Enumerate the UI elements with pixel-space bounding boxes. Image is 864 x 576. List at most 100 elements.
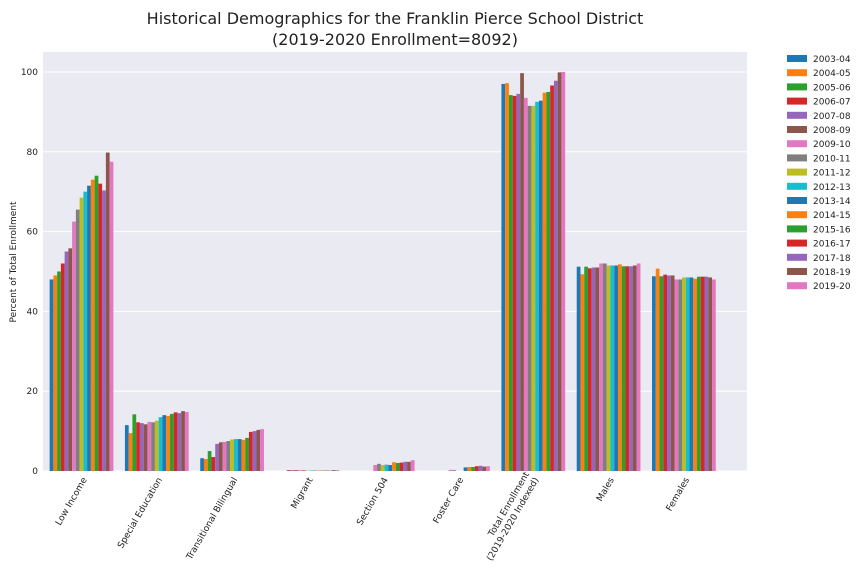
bar <box>505 83 509 471</box>
legend-label: 2016-17 <box>813 240 851 250</box>
legend-swatch <box>787 225 807 233</box>
bar <box>478 465 483 471</box>
bar <box>151 422 155 471</box>
legend: 2003-04 2004-05 2005-06 2006-07 2007-08 2008-… <box>787 55 851 292</box>
y-tick-label: 100 <box>21 68 38 78</box>
bar <box>712 279 716 471</box>
bar <box>241 439 246 471</box>
bar <box>60 263 65 471</box>
bar <box>215 443 219 471</box>
legend-swatch <box>787 140 807 148</box>
bar <box>388 465 393 471</box>
legend-swatch <box>787 253 807 261</box>
bar <box>610 265 615 471</box>
bar <box>392 462 396 471</box>
bar <box>68 248 73 471</box>
bar <box>218 442 223 471</box>
bar <box>508 95 513 472</box>
bar <box>90 179 95 471</box>
bar <box>663 274 668 471</box>
y-tick-label: 60 <box>27 228 39 238</box>
bar <box>139 423 144 471</box>
bar <box>83 191 88 471</box>
legend-swatch <box>787 239 807 247</box>
bar <box>685 277 690 471</box>
legend-label: 2017-18 <box>813 254 851 264</box>
legend-swatch <box>787 83 807 91</box>
bar <box>667 275 671 471</box>
bar <box>553 80 558 471</box>
legend-swatch <box>787 69 807 77</box>
bar <box>700 276 705 471</box>
bar <box>474 466 479 471</box>
bar <box>580 274 585 471</box>
bar <box>636 263 641 471</box>
bar <box>689 277 694 471</box>
legend-label: 2012-13 <box>813 183 851 193</box>
legend-label: 2005-06 <box>813 83 851 93</box>
legend-swatch <box>787 268 807 275</box>
bar <box>222 441 227 471</box>
bar <box>595 267 600 471</box>
bar <box>373 465 378 471</box>
bar <box>301 470 306 471</box>
bar <box>169 413 174 471</box>
bar <box>561 71 566 471</box>
legend-swatch <box>787 168 807 176</box>
bar <box>256 429 261 471</box>
bar <box>124 425 129 471</box>
legend-label: 2010-11 <box>813 154 851 164</box>
bar <box>538 100 543 471</box>
bar <box>550 85 554 472</box>
bar <box>584 266 588 471</box>
bar <box>467 467 472 471</box>
bar <box>207 451 212 471</box>
bar <box>448 469 453 471</box>
bar <box>331 470 336 471</box>
bar <box>53 275 58 471</box>
bar <box>670 275 675 471</box>
bar <box>512 95 517 472</box>
bar <box>230 439 234 471</box>
bar <box>128 433 133 471</box>
legend-swatch <box>787 211 807 219</box>
bar <box>75 209 80 471</box>
bar <box>678 279 683 471</box>
bar <box>286 470 291 471</box>
legend-label: 2009-10 <box>813 140 851 150</box>
bar <box>98 183 103 471</box>
bar <box>403 461 408 471</box>
bar <box>452 470 457 471</box>
bar <box>177 413 182 471</box>
bar <box>516 93 521 472</box>
bar <box>542 92 547 472</box>
bar <box>614 265 618 471</box>
bar <box>659 276 664 471</box>
bar <box>200 458 204 471</box>
bar <box>211 457 216 471</box>
legend-label: 2004-05 <box>813 69 851 79</box>
bar <box>384 464 389 471</box>
bar <box>49 279 54 471</box>
bar <box>606 265 611 471</box>
y-tick-label: 20 <box>27 387 39 397</box>
legend-swatch <box>787 182 807 190</box>
bar <box>587 268 592 471</box>
y-axis-label: Percent of Total Enrollment <box>9 201 19 323</box>
bar <box>693 278 698 471</box>
legend-swatch <box>787 126 807 133</box>
bar <box>602 263 607 471</box>
bar <box>57 271 61 471</box>
bar <box>245 437 249 471</box>
bar <box>632 265 637 471</box>
bar <box>557 72 562 471</box>
bar <box>294 470 299 471</box>
bar <box>94 175 99 471</box>
bar <box>181 411 185 471</box>
bar <box>248 431 253 471</box>
bar <box>395 463 400 471</box>
bar <box>298 470 302 471</box>
legend-label: 2008-09 <box>813 126 851 136</box>
bar <box>109 161 114 471</box>
legend-swatch <box>787 154 807 162</box>
